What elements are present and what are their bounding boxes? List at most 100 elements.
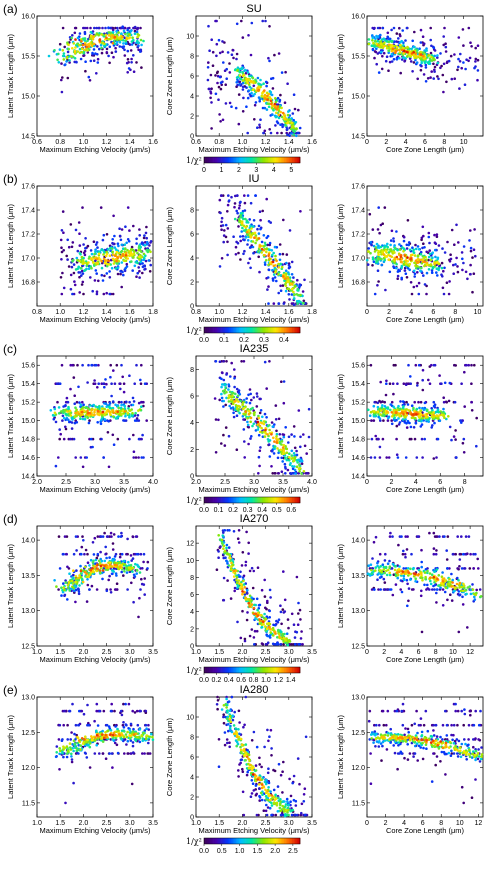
scatter-point <box>93 257 97 260</box>
scatter-point <box>422 274 425 277</box>
scatter-point <box>206 78 210 82</box>
scatter-point <box>299 637 303 640</box>
scatter-point <box>287 110 290 113</box>
scatter-point <box>235 57 238 61</box>
scatter-point <box>399 71 403 75</box>
scatter-point <box>263 435 267 438</box>
scatter-point <box>147 259 151 262</box>
scatter-point <box>300 630 303 633</box>
scatter-point <box>241 401 245 404</box>
scatter-point <box>116 437 120 441</box>
colorbar-tick-label: 0.4 <box>279 337 289 344</box>
scatter-point <box>395 58 399 61</box>
scatter-point <box>470 409 474 412</box>
x-axis-label: Maximum Etching Velocity (μm/s) <box>39 485 151 494</box>
scatter-point <box>68 572 71 575</box>
scatter-point <box>227 546 231 549</box>
scatter-point <box>288 229 292 232</box>
scatter-point <box>288 456 291 459</box>
scatter-point <box>236 194 239 197</box>
scatter-point <box>414 247 418 251</box>
scatter-point <box>396 274 400 278</box>
colorbar-segment <box>247 157 250 163</box>
scatter-point <box>293 446 297 450</box>
scatter-point <box>237 529 241 532</box>
scatter-point <box>242 418 245 421</box>
scatter-point <box>96 421 99 424</box>
scatter-point <box>233 202 237 205</box>
scatter-point <box>302 299 306 303</box>
scatter-point <box>224 426 228 429</box>
scatter-point <box>129 49 133 52</box>
scatter-point <box>273 276 277 279</box>
scatter-point <box>401 246 404 249</box>
scatter-point <box>66 76 70 80</box>
scatter-point <box>284 284 288 288</box>
scatter-point <box>262 99 266 103</box>
scatter-point <box>245 401 248 404</box>
scatter-point <box>127 240 131 243</box>
scatter-point <box>398 48 401 52</box>
scatter-point <box>98 569 102 572</box>
scatter-point <box>264 80 268 84</box>
scatter-point <box>216 74 220 78</box>
scatter-point <box>71 34 74 37</box>
scatter-point <box>281 284 285 287</box>
scatter-point <box>462 451 466 454</box>
y-tick-label: 10 <box>186 558 194 565</box>
scatter-point <box>245 618 249 622</box>
scatter-point <box>257 88 261 92</box>
scatter-point <box>220 396 224 400</box>
scatter-point <box>285 261 288 265</box>
scatter-point <box>380 38 384 41</box>
scatter-point <box>241 576 245 579</box>
scatter-point <box>236 241 240 245</box>
scatter-point <box>99 564 103 568</box>
scatter-point <box>103 261 107 265</box>
scatter-point <box>268 424 271 427</box>
scatter-point <box>93 410 96 414</box>
scatter-point <box>73 283 77 287</box>
scatter-point <box>452 263 455 267</box>
scatter-point <box>265 108 269 111</box>
scatter-point <box>382 419 385 422</box>
scatter-point <box>127 67 131 70</box>
scatter-point <box>292 425 296 428</box>
scatter-point <box>371 264 374 267</box>
scatter-point <box>126 588 129 591</box>
scatter-point <box>376 228 380 231</box>
scatter-point <box>87 421 91 425</box>
scatter-point <box>62 582 65 585</box>
colorbar-segment <box>223 157 226 163</box>
scatter-point <box>101 238 105 242</box>
y-tick-label: 15.6 <box>21 363 35 370</box>
scatter-point <box>283 118 287 121</box>
scatter-point <box>219 120 222 123</box>
colorbar-segment <box>280 157 283 163</box>
scatter-point <box>264 643 268 646</box>
scatter-point <box>114 50 118 53</box>
scatter-point <box>116 272 120 276</box>
scatter-point <box>275 111 278 115</box>
scatter-point <box>372 419 376 422</box>
scatter-point <box>74 228 78 232</box>
scatter-point <box>126 257 129 260</box>
scatter-point <box>422 256 426 260</box>
scatter-point <box>253 231 257 235</box>
scatter-point <box>66 410 69 413</box>
scatter-point <box>145 240 149 244</box>
scatter-point <box>81 400 84 404</box>
row-title: IA270 <box>240 513 269 525</box>
scatter-point <box>290 454 294 457</box>
scatter-point <box>379 400 383 404</box>
scatter-point <box>271 279 275 282</box>
scatter-point <box>229 375 232 378</box>
scatter-point <box>108 276 112 279</box>
scatter-point <box>93 44 96 48</box>
scatter-point <box>379 413 382 416</box>
row-title: IU <box>249 173 260 185</box>
scatter-point <box>92 42 96 46</box>
scatter-point <box>144 231 148 235</box>
scatter-point <box>439 52 442 55</box>
